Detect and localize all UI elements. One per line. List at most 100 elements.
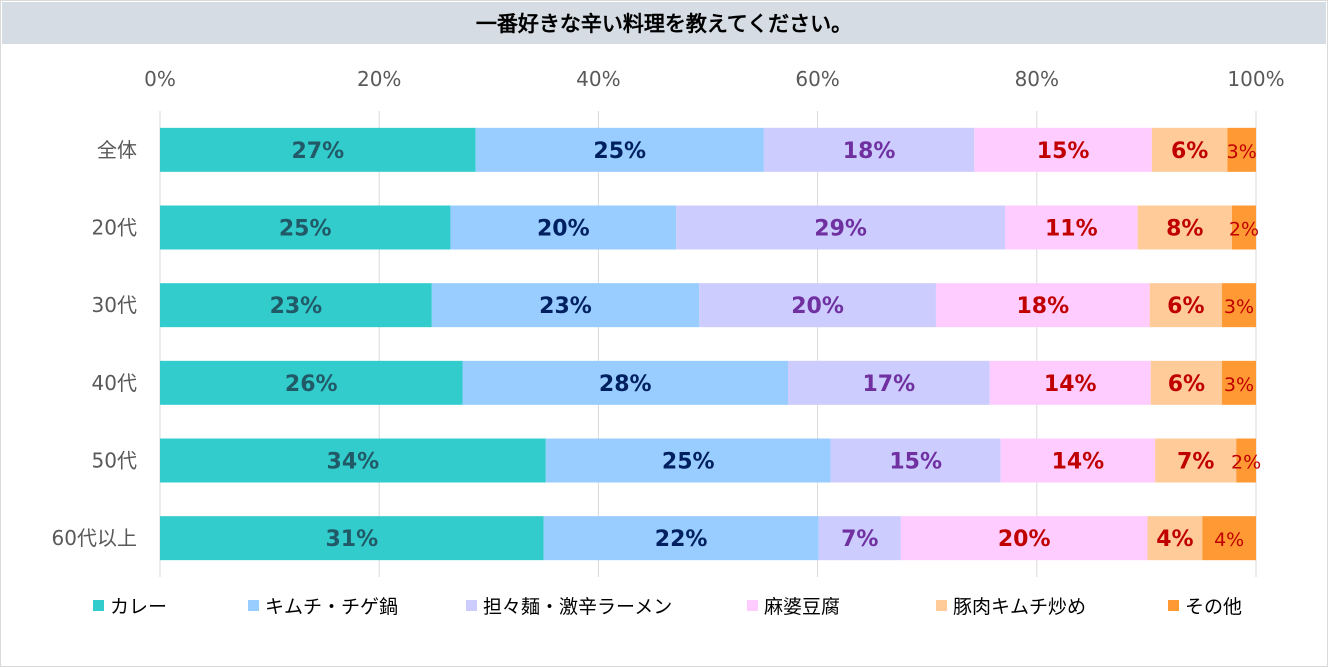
legend-item: 麻婆豆腐	[747, 588, 840, 622]
data-label: 23%	[270, 294, 323, 319]
x-tick-label: 20%	[357, 67, 401, 91]
category-label: 60代以上	[52, 526, 137, 550]
legend-label: その他	[1185, 595, 1243, 618]
chart-title: 一番好きな辛い料理を教えてください。	[475, 12, 853, 36]
bar-segment	[788, 360, 990, 405]
category-label: 全体	[97, 138, 137, 162]
data-label: 14%	[1044, 372, 1097, 397]
bar-segment	[974, 127, 1152, 172]
legend-label: キムチ・チゲ鍋	[265, 595, 399, 618]
bar-segment	[431, 283, 700, 328]
bar-segment	[676, 205, 1006, 250]
legend-swatch	[747, 599, 758, 611]
bar-segment	[160, 283, 432, 328]
data-label: 4%	[1156, 527, 1193, 552]
data-label: 27%	[291, 139, 344, 164]
x-tick-label: 40%	[576, 67, 620, 91]
bar-segment	[1005, 205, 1138, 250]
x-tick-label: 80%	[1015, 67, 1059, 91]
data-label: 2%	[1229, 219, 1259, 241]
bar-segment	[1222, 283, 1256, 328]
x-tick-label: 100%	[1227, 67, 1284, 91]
legend-swatch	[1168, 599, 1179, 611]
bar-segment	[1155, 438, 1237, 483]
data-label: 7%	[841, 527, 878, 552]
bar-segment	[1151, 127, 1228, 172]
data-label: 18%	[1016, 294, 1069, 319]
category-label: 40代	[92, 371, 137, 395]
bar-segment	[900, 516, 1148, 561]
data-label: 6%	[1168, 372, 1205, 397]
data-label: 3%	[1224, 296, 1254, 318]
bar-segment	[989, 360, 1151, 405]
data-label: 14%	[1052, 450, 1105, 475]
data-label: 17%	[863, 372, 916, 397]
bar-segment	[160, 127, 476, 172]
data-label: 20%	[537, 217, 590, 242]
bar-segment	[545, 438, 831, 483]
bar-segment	[160, 205, 451, 250]
title-bar: 一番好きな辛い料理を教えてください。	[2, 2, 1326, 44]
bar-segment	[818, 516, 901, 561]
data-label: 7%	[1177, 450, 1214, 475]
bar-segment	[160, 516, 544, 561]
legend-label: 豚肉キムチ炒め	[953, 595, 1087, 618]
bar-segment	[1227, 127, 1256, 172]
x-tick-label: 60%	[795, 67, 839, 91]
data-label: 6%	[1167, 294, 1204, 319]
data-label: 28%	[599, 372, 652, 397]
bar-segment	[1202, 516, 1256, 561]
category-label: 50代	[92, 449, 137, 473]
legend-item: キムチ・チゲ鍋	[248, 588, 398, 622]
bar-segment	[1147, 516, 1203, 561]
data-label: 25%	[279, 217, 332, 242]
bar-segment	[1222, 360, 1256, 405]
legend-label: 麻婆豆腐	[764, 595, 841, 618]
data-label: 25%	[593, 139, 646, 164]
legend-item: カレー	[93, 588, 167, 622]
data-label: 2%	[1231, 452, 1261, 474]
bar-segment	[475, 127, 764, 172]
legend-label: 担々麺・激辛ラーメン	[483, 595, 673, 618]
legend: カレー キムチ・チゲ鍋 担々麺・激辛ラーメン 麻婆豆腐 豚肉キムチ炒め その他	[0, 588, 1328, 622]
legend-swatch	[93, 599, 104, 611]
bar-segment	[1236, 438, 1256, 483]
bar-segment	[1149, 283, 1223, 328]
category-label: 30代	[92, 293, 137, 317]
data-label: 3%	[1224, 374, 1254, 396]
bar-segment	[699, 283, 936, 328]
data-label: 20%	[791, 294, 844, 319]
data-label: 20%	[998, 527, 1051, 552]
data-label: 11%	[1045, 217, 1098, 242]
data-label: 8%	[1166, 217, 1203, 242]
data-label: 26%	[285, 372, 338, 397]
data-label: 31%	[325, 527, 378, 552]
bar-segment	[160, 360, 463, 405]
data-label: 23%	[539, 294, 592, 319]
bar-segment	[1150, 360, 1223, 405]
data-label: 18%	[843, 139, 896, 164]
bar-segment	[462, 360, 789, 405]
bar-segment	[1137, 205, 1232, 250]
bar-segment	[763, 127, 975, 172]
bar-segment	[1231, 205, 1256, 250]
legend-label: カレー	[110, 595, 168, 618]
data-label: 4%	[1214, 529, 1244, 551]
bar-segment	[543, 516, 819, 561]
data-label: 25%	[662, 450, 715, 475]
data-label: 6%	[1171, 139, 1208, 164]
data-label: 3%	[1227, 141, 1257, 163]
bar-segment	[935, 283, 1150, 328]
bar-segment	[830, 438, 1001, 483]
legend-item: 豚肉キムチ炒め	[936, 588, 1086, 622]
legend-swatch	[248, 599, 259, 611]
legend-swatch	[466, 599, 477, 611]
data-label: 15%	[889, 450, 942, 475]
x-tick-label: 0%	[144, 67, 176, 91]
bar-segment	[1000, 438, 1156, 483]
data-label: 22%	[655, 527, 708, 552]
data-label: 15%	[1037, 139, 1090, 164]
category-label: 20代	[92, 216, 137, 240]
legend-item: その他	[1168, 588, 1242, 622]
